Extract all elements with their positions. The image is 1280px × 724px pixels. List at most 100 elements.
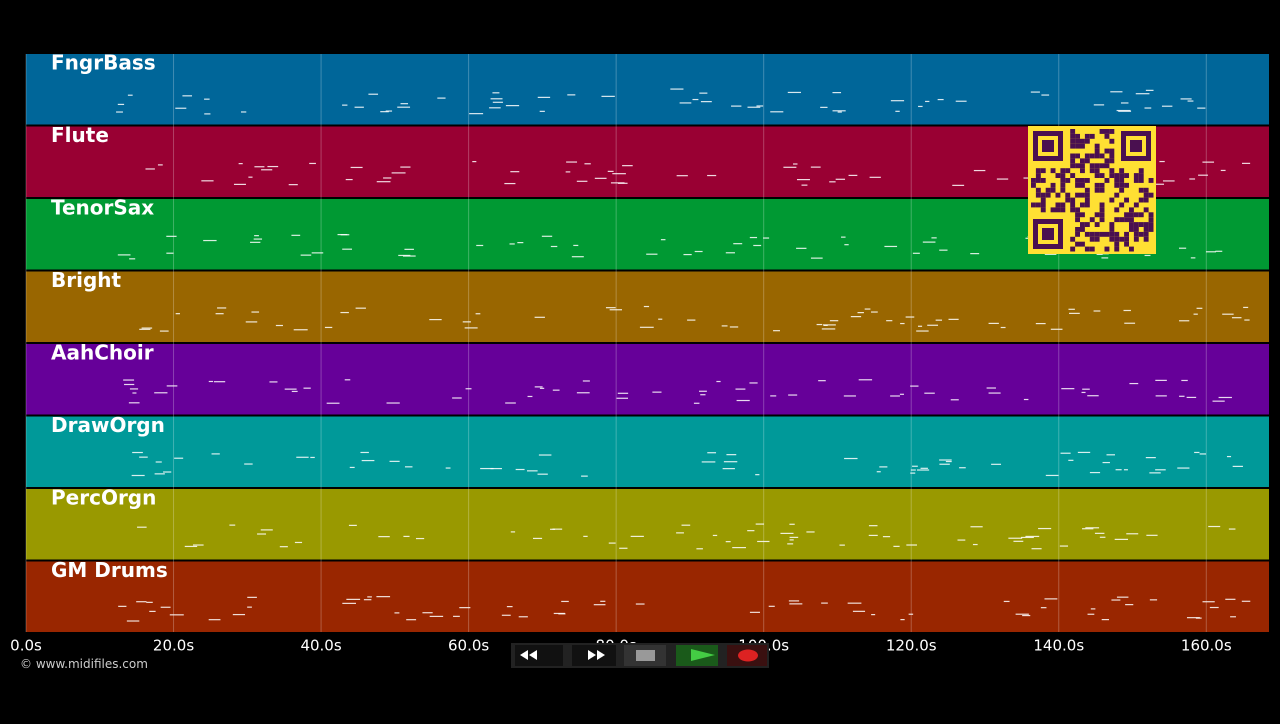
qr-module (1040, 197, 1046, 203)
qr-module (1104, 129, 1110, 134)
qr-module (1075, 231, 1080, 237)
qr-module (1075, 178, 1080, 183)
track-lane (26, 561, 1269, 632)
rewind-button[interactable] (515, 645, 563, 666)
track-name: GM Drums (51, 558, 168, 582)
track-name: Flute (51, 123, 109, 147)
qr-module (1070, 173, 1076, 178)
qr-module (1133, 212, 1139, 218)
track-name: AahChoir (51, 341, 154, 365)
qr-module (1124, 173, 1129, 178)
qr-module (1080, 212, 1085, 218)
qr-module (1035, 202, 1041, 208)
qr-module (1060, 178, 1066, 183)
qr-module (1070, 236, 1076, 242)
qr-module (1094, 163, 1100, 169)
qr-module (1104, 158, 1110, 164)
qr-module (1133, 227, 1139, 232)
qr-module (1094, 148, 1100, 154)
qr-module (1094, 231, 1100, 237)
qr-module (1124, 217, 1129, 223)
track-name: FngrBass (51, 51, 156, 75)
qr-module (1035, 192, 1041, 198)
qr-module (1133, 202, 1139, 208)
time-tick-label: 120.0s (886, 637, 937, 655)
qr-module (1070, 207, 1076, 213)
qr-module (1070, 138, 1076, 144)
qr-module (1094, 182, 1100, 188)
qr-module (1099, 163, 1105, 169)
qr-module (1035, 178, 1041, 183)
qr-module (1055, 202, 1061, 208)
qr-module (1129, 227, 1134, 232)
qr-module (1065, 178, 1071, 183)
qr-module (1070, 163, 1076, 169)
qr-module (1050, 207, 1056, 213)
qr-module (1031, 202, 1036, 208)
qr-module (1031, 182, 1036, 188)
qr-module (1075, 212, 1080, 218)
qr-module (1119, 173, 1125, 178)
qr-module (1031, 178, 1036, 183)
qr-module (1109, 138, 1115, 144)
qr-module (1080, 192, 1085, 198)
qr-module (1080, 202, 1085, 208)
qr-module (1084, 153, 1090, 159)
qr-module (1109, 129, 1115, 134)
qr-module (1133, 173, 1139, 178)
qr-module (1109, 158, 1115, 164)
qr-module (1099, 153, 1105, 159)
qr-module (1143, 197, 1149, 203)
qr-module (1129, 207, 1134, 213)
qr-module (1050, 168, 1056, 174)
qr-module (1104, 148, 1110, 154)
qr-module (1075, 133, 1080, 139)
qr-module (1094, 143, 1100, 149)
qr-module (1089, 153, 1095, 159)
qr-module (1143, 227, 1149, 232)
qr-module (1109, 153, 1115, 159)
qr-module (1045, 192, 1051, 198)
qr-module (1080, 182, 1085, 188)
qr-module (1065, 168, 1071, 174)
qr-module (1143, 231, 1149, 237)
time-tick-label: 140.0s (1033, 637, 1084, 655)
qr-module (1070, 129, 1076, 134)
qr-module (1148, 227, 1154, 232)
qr-module (1060, 173, 1066, 178)
qr-module (1133, 231, 1139, 237)
qr-module (1035, 173, 1041, 178)
qr-module (1099, 173, 1105, 178)
qr-module (1143, 187, 1149, 193)
qr-module (1060, 182, 1066, 188)
qr-module (1055, 173, 1061, 178)
qr-code (1028, 126, 1156, 254)
qr-module (1040, 207, 1046, 213)
qr-module (1138, 168, 1144, 174)
qr-module (1104, 178, 1110, 183)
qr-module (1099, 129, 1105, 134)
qr-module (1094, 212, 1100, 218)
qr-module (1084, 187, 1090, 193)
qr-module (1129, 222, 1134, 227)
qr-module (1133, 222, 1139, 227)
qr-module (1080, 143, 1085, 149)
qr-module (1075, 138, 1080, 144)
qr-module (1080, 163, 1085, 169)
qr-module (1114, 217, 1120, 223)
qr-module (1080, 222, 1085, 227)
qr-module (1148, 192, 1154, 198)
qr-module (1035, 187, 1041, 193)
qr-module (1148, 178, 1154, 183)
qr-module (1143, 192, 1149, 198)
track-lane (26, 489, 1269, 560)
track-name: TenorSax (51, 196, 154, 220)
qr-module (1070, 197, 1076, 203)
qr-module (1143, 222, 1149, 227)
qr-module (1070, 158, 1076, 164)
qr-module (1080, 168, 1085, 174)
qr-module (1080, 178, 1085, 183)
qr-module (1075, 163, 1080, 169)
qr-module (1119, 182, 1125, 188)
